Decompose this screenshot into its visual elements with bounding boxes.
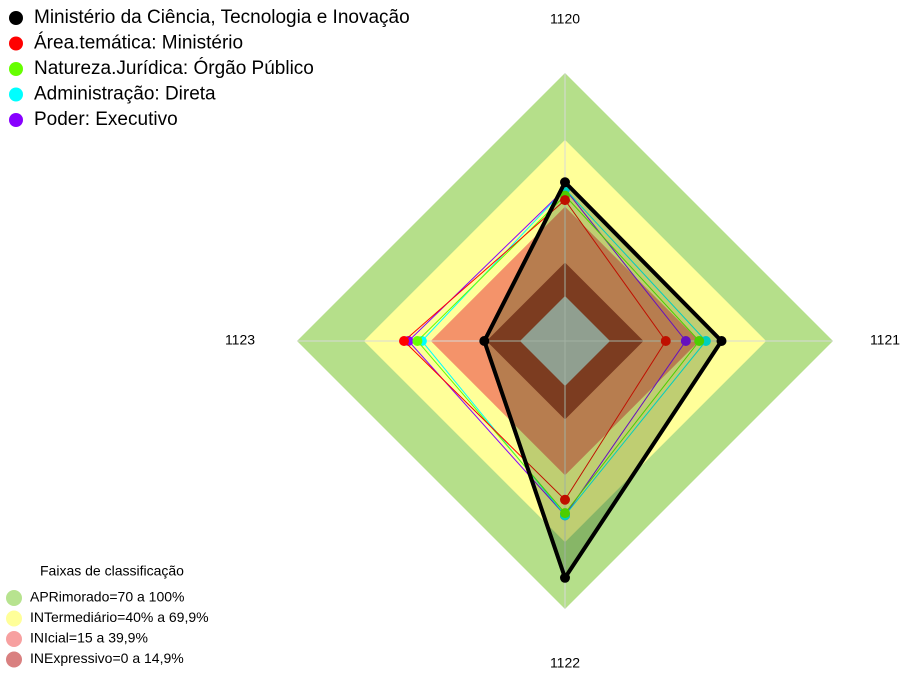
legend-label: Natureza.Jurídica: Órgão Público [34,57,314,79]
series-point [560,494,570,505]
band-legend-marker [6,590,22,606]
axis-label: 1122 [550,655,580,671]
band-legend-marker [6,631,22,647]
series-point [680,336,691,346]
band-legend-label: INIcial=15 a 39,9% [30,630,148,646]
band-legend-label: APRimorado=70 a 100% [30,589,185,605]
series-point [660,336,671,346]
series-point [560,572,570,583]
axis-label: 1121 [870,332,900,348]
legend-label: Administração: Direta [34,84,216,105]
series-point [560,508,570,519]
legend-label: Área.temática: Ministério [34,33,243,54]
band-legend-marker [6,651,22,668]
legend-marker [9,62,23,76]
band-legend-label: INTermediário=40% a 69,9% [30,609,209,625]
series-point [716,336,727,346]
axis-label: 1123 [225,332,255,348]
legend-marker [9,36,23,51]
series-point [560,195,570,206]
series-point [479,336,490,346]
band-legend-title: Faixas de classificação [40,563,184,579]
series-point [694,336,705,346]
legend-marker [9,11,23,25]
series-point [412,336,423,346]
band-legend-marker [6,610,22,627]
legend-label: Ministério da Ciência, Tecnologia e Inov… [34,7,410,28]
series-point [560,177,570,188]
series-point [399,336,410,346]
legend-label: Poder: Executivo [34,109,178,130]
axis-label: 1120 [550,11,580,27]
legend-marker [9,113,23,127]
band-legend-label: INExpressivo=0 a 14,9% [30,650,184,666]
legend-marker [9,87,23,102]
